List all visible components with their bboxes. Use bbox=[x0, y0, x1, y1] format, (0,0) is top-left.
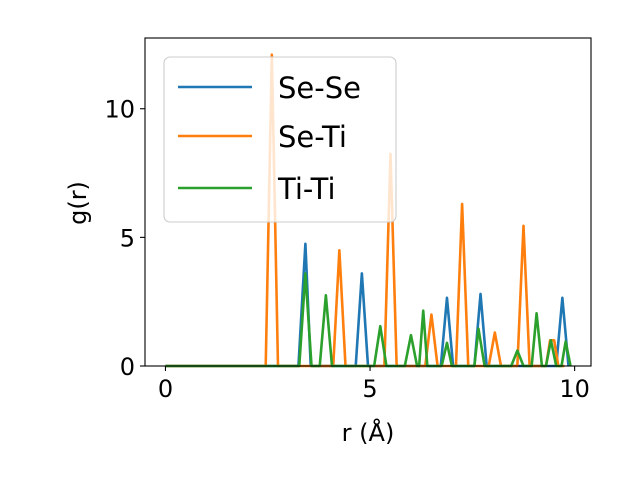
ticks: 0 5 10 0 5 10 bbox=[104, 96, 589, 403]
axes-frame bbox=[144, 37, 592, 367]
legend-frame bbox=[163, 56, 397, 223]
y-tick-label-2: 10 bbox=[104, 96, 135, 124]
x-tick-label-0: 0 bbox=[158, 375, 173, 403]
legend: Se-Se Se-Ti Ti-Ti bbox=[163, 56, 397, 223]
legend-label-0: Se-Se bbox=[278, 71, 361, 105]
legend-label-2: Ti-Ti bbox=[277, 172, 336, 206]
y-tick-label-1: 5 bbox=[120, 224, 135, 252]
x-axis-label: r (Å) bbox=[342, 418, 395, 447]
x-tick-label-1: 5 bbox=[362, 375, 377, 403]
series-line-0 bbox=[165, 242, 570, 368]
legend-label-1: Se-Ti bbox=[278, 120, 347, 154]
x-tick-label-2: 10 bbox=[559, 375, 590, 403]
y-axis-label: g(r) bbox=[64, 181, 92, 225]
y-tick-label-0: 0 bbox=[120, 353, 135, 381]
